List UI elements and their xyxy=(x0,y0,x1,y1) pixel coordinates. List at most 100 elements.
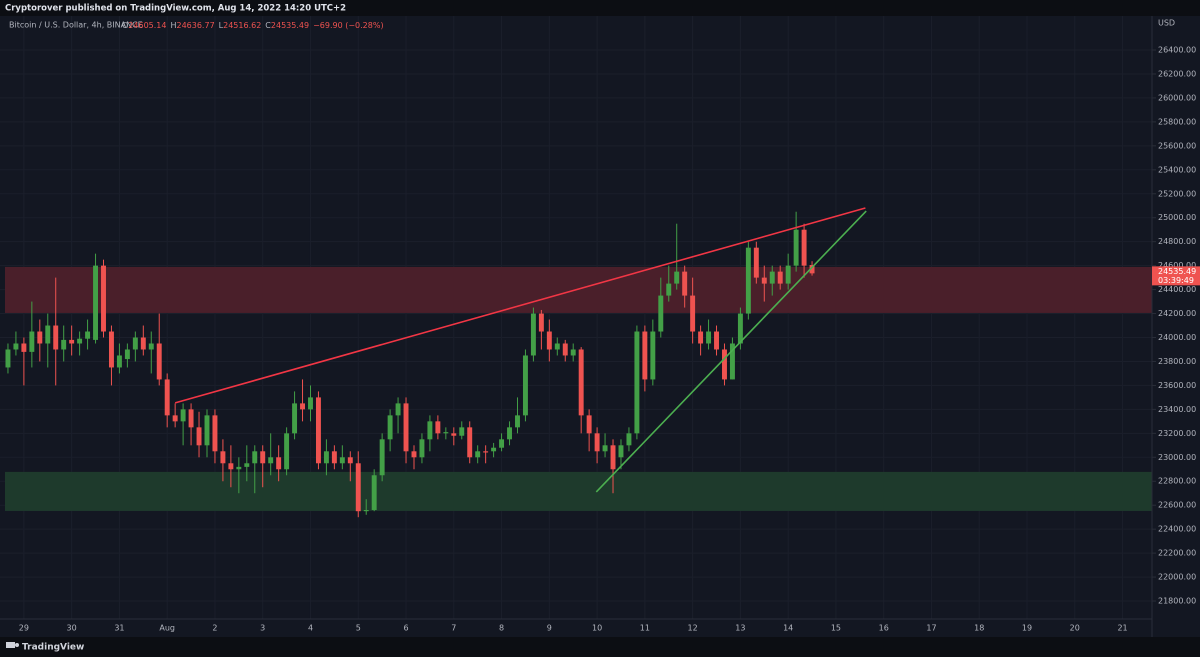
candle-body xyxy=(124,349,130,360)
x-tick-label: 12 xyxy=(688,624,698,633)
candle-body xyxy=(515,415,520,428)
candle-body xyxy=(714,331,719,350)
candle-body xyxy=(355,463,361,512)
symbol: Bitcoin / U.S. Dollar, 4h, BINANCE xyxy=(9,21,143,30)
candle-body xyxy=(530,313,536,356)
trendline xyxy=(595,210,867,493)
candle-body xyxy=(419,439,425,458)
zone xyxy=(5,471,1152,511)
trendline xyxy=(174,207,866,404)
brand: TradingView xyxy=(22,643,84,653)
x-tick-label: 3 xyxy=(260,624,265,633)
candle-body xyxy=(785,265,791,284)
candle-body xyxy=(777,271,783,284)
candle-body xyxy=(77,338,83,344)
x-tick-label: 4 xyxy=(308,624,313,633)
candle-body xyxy=(148,343,154,350)
y-tick-label: 24000.00 xyxy=(1158,333,1196,342)
x-tick-label: 5 xyxy=(356,624,361,633)
published-note: Cryptorover published on TradingView.com… xyxy=(5,4,346,14)
y-tick-label: 24800.00 xyxy=(1158,237,1196,246)
y-tick-label: 24400.00 xyxy=(1158,285,1196,294)
ohlc-legend: O24605.14 H24636.77 L24516.62 C24535.49 −69.… xyxy=(122,21,384,30)
candle-body xyxy=(403,403,409,452)
candle-body xyxy=(706,331,712,344)
candle-body xyxy=(323,451,329,464)
ohlc-letter: C xyxy=(265,21,271,30)
top-bar xyxy=(0,0,1200,16)
candle-body xyxy=(5,349,11,368)
candle-body xyxy=(602,445,608,452)
candle-body xyxy=(586,415,592,434)
candle-body xyxy=(212,415,218,452)
candle-body xyxy=(37,331,43,344)
currency: USD xyxy=(1158,19,1175,28)
y-tick-label: 23000.00 xyxy=(1158,453,1196,462)
x-tick-label: 6 xyxy=(403,624,408,633)
y-tick-label: 23800.00 xyxy=(1158,357,1196,366)
candle-body xyxy=(745,247,751,314)
y-tick-label: 22000.00 xyxy=(1158,573,1196,582)
candle-body xyxy=(634,331,640,434)
x-tick-label: 2 xyxy=(212,624,217,633)
candle-body xyxy=(85,331,91,339)
candle-body xyxy=(435,421,441,434)
candle-body xyxy=(578,349,584,416)
candle-body xyxy=(594,433,600,452)
candle-body xyxy=(793,229,799,266)
candle-body xyxy=(268,457,274,464)
candle-body xyxy=(491,447,497,452)
candle-body xyxy=(562,343,568,356)
candle-body xyxy=(499,439,505,448)
candle-body xyxy=(546,331,552,350)
candle-body xyxy=(347,457,353,464)
last-price: 24535.49 xyxy=(1158,267,1196,276)
x-tick-label: 17 xyxy=(926,624,936,633)
x-tick-label: 30 xyxy=(67,624,77,633)
y-tick-label: 26000.00 xyxy=(1158,93,1196,102)
candle-body xyxy=(244,463,250,467)
candle-body xyxy=(483,451,489,453)
candle-body xyxy=(682,271,688,296)
y-tick-label: 25800.00 xyxy=(1158,117,1196,126)
candle-body xyxy=(690,295,696,332)
x-tick-label: 18 xyxy=(974,624,984,633)
ohlc-letter: H xyxy=(170,21,176,30)
x-tick-label: 9 xyxy=(547,624,552,633)
y-tick-label: 23600.00 xyxy=(1158,381,1196,390)
candle-body xyxy=(164,379,170,416)
candle-body xyxy=(252,451,258,464)
y-tick-label: 22200.00 xyxy=(1158,549,1196,558)
candle-body xyxy=(809,265,815,274)
x-tick-label: 15 xyxy=(831,624,841,633)
candle-body xyxy=(236,466,242,470)
candle-body xyxy=(674,271,680,284)
x-tick-label: 14 xyxy=(783,624,793,633)
last-price-tag xyxy=(1152,266,1200,286)
bottom-bar xyxy=(0,637,1200,657)
x-tick-label: 29 xyxy=(19,624,29,633)
candle-body xyxy=(538,313,544,332)
candle-body xyxy=(475,451,481,458)
candle-body xyxy=(108,331,114,368)
candle-body xyxy=(427,421,433,440)
y-tick-label: 25000.00 xyxy=(1158,213,1196,222)
candle-body xyxy=(451,433,457,436)
candle-body xyxy=(698,331,704,344)
candle-body xyxy=(467,427,473,458)
x-tick-label: 20 xyxy=(1070,624,1080,633)
candle-body xyxy=(570,349,576,356)
x-tick-label: Aug xyxy=(159,624,175,633)
candle-body xyxy=(53,325,59,350)
ohlc-value: 24516.62 xyxy=(223,21,261,30)
candle-body xyxy=(13,343,19,350)
ohlc-letter: L xyxy=(219,21,224,30)
candle-body xyxy=(93,265,99,340)
candle-body xyxy=(443,432,449,434)
candle-body xyxy=(554,343,560,350)
zone xyxy=(5,266,1152,313)
x-tick-label: 10 xyxy=(592,624,602,633)
candle-body xyxy=(666,283,672,296)
y-tick-label: 25400.00 xyxy=(1158,165,1196,174)
